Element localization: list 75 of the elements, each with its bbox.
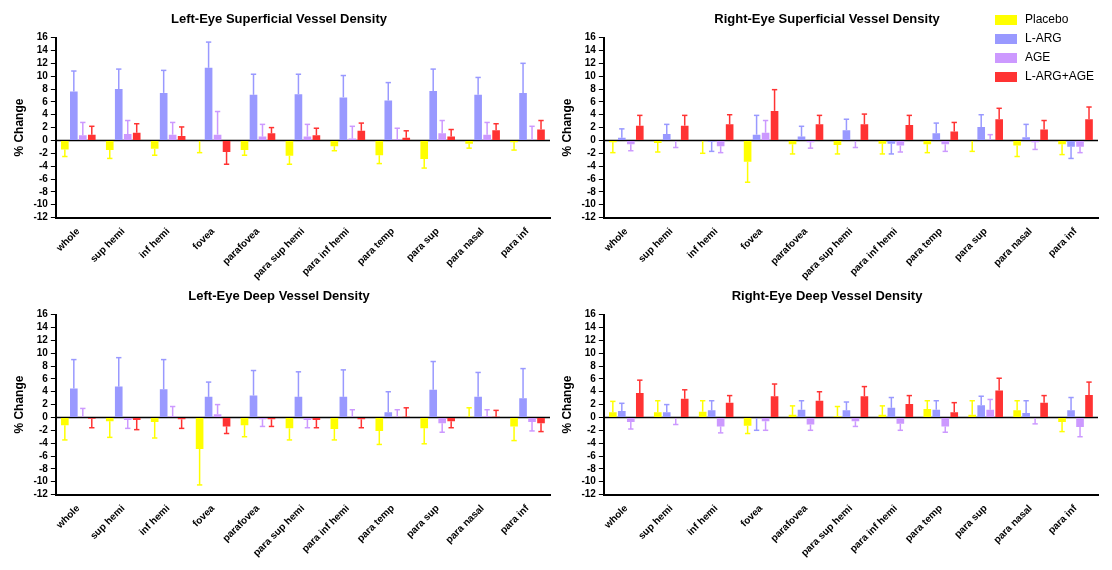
y-tick-label: -4 [586, 436, 597, 448]
y-tick-label: 6 [42, 372, 49, 384]
y-tick-label: -10 [581, 475, 597, 487]
y-tick-label: -6 [586, 449, 597, 461]
y-tick-label: 2 [590, 398, 597, 410]
y-tick-label: 0 [590, 134, 597, 146]
y-tick-label: 2 [42, 121, 49, 133]
y-tick-label: 8 [590, 359, 597, 371]
y-tick-label: -4 [38, 159, 49, 171]
y-tick-label: -12 [581, 211, 597, 223]
y-tick-label: -10 [581, 198, 597, 210]
y-tick-label: 16 [584, 308, 597, 320]
chart-title: Left-Eye Deep Vessel Density [188, 288, 371, 304]
y-tick-label: 16 [36, 31, 49, 43]
y-tick-label: 0 [590, 411, 597, 423]
chart-title: Right-Eye Superficial Vessel Density [714, 11, 941, 27]
y-tick-label: -6 [38, 449, 49, 461]
y-tick-label: -4 [586, 159, 597, 171]
y-tick-label: 4 [590, 108, 597, 120]
y-tick-label: 14 [36, 44, 49, 56]
y-tick-label: 6 [590, 95, 597, 107]
y-axis-title: % Change [559, 375, 574, 434]
bar [941, 417, 950, 427]
y-tick-label: 10 [36, 69, 49, 81]
y-tick-label: -12 [33, 488, 49, 500]
y-tick-label: 4 [42, 385, 49, 397]
y-tick-label: -6 [586, 172, 597, 184]
y-tick-label: 2 [590, 121, 597, 133]
y-tick-label: -8 [586, 185, 597, 197]
y-tick-label: -2 [586, 424, 597, 436]
y-tick-label: 12 [36, 334, 49, 346]
bar [465, 140, 473, 144]
y-tick-label: -12 [33, 211, 49, 223]
y-tick-label: 10 [584, 346, 597, 358]
y-tick-label: 0 [42, 134, 49, 146]
y-tick-label: -10 [33, 198, 49, 210]
y-tick-label: -2 [38, 147, 49, 159]
y-tick-label: 14 [36, 321, 49, 333]
y-tick-label: 0 [42, 411, 49, 423]
y-tick-label: 4 [590, 385, 597, 397]
y-tick-label: -10 [33, 475, 49, 487]
y-tick-label: 16 [584, 31, 597, 43]
y-tick-label: 6 [42, 95, 49, 107]
y-tick-label: 16 [36, 308, 49, 320]
bar [240, 140, 249, 151]
y-tick-label: 2 [42, 398, 49, 410]
y-axis-title: % Change [559, 98, 574, 157]
chart-title: Left-Eye Superficial Vessel Density [170, 11, 388, 27]
y-tick-label: -8 [38, 185, 49, 197]
y-tick-label: -2 [38, 424, 49, 436]
y-tick-label: 14 [584, 44, 597, 56]
y-tick-label: 12 [584, 334, 597, 346]
y-axis-title: % Change [11, 375, 26, 434]
y-tick-label: 12 [584, 57, 597, 69]
y-tick-label: -8 [586, 462, 597, 474]
y-tick-label: -4 [38, 436, 49, 448]
y-tick-label: -12 [581, 488, 597, 500]
y-tick-label: 8 [42, 359, 49, 371]
y-axis-title: % Change [11, 98, 26, 157]
y-tick-label: 4 [42, 108, 49, 120]
y-tick-label: 8 [590, 82, 597, 94]
y-tick-label: 12 [36, 57, 49, 69]
y-tick-label: 10 [584, 69, 597, 81]
legend-label: L-ARG+AGE [1024, 69, 1095, 84]
y-tick-label: 8 [42, 82, 49, 94]
y-tick-label: -8 [38, 462, 49, 474]
chart-title: Right-Eye Deep Vessel Density [731, 288, 924, 304]
y-tick-label: -2 [586, 147, 597, 159]
legend-label: L-ARG [1024, 31, 1062, 46]
legend-label: AGE [1024, 50, 1051, 65]
y-tick-label: 6 [590, 372, 597, 384]
y-tick-label: 14 [584, 321, 597, 333]
y-tick-label: 10 [36, 346, 49, 358]
y-tick-label: -6 [38, 172, 49, 184]
legend-label: Placebo [1024, 12, 1069, 27]
